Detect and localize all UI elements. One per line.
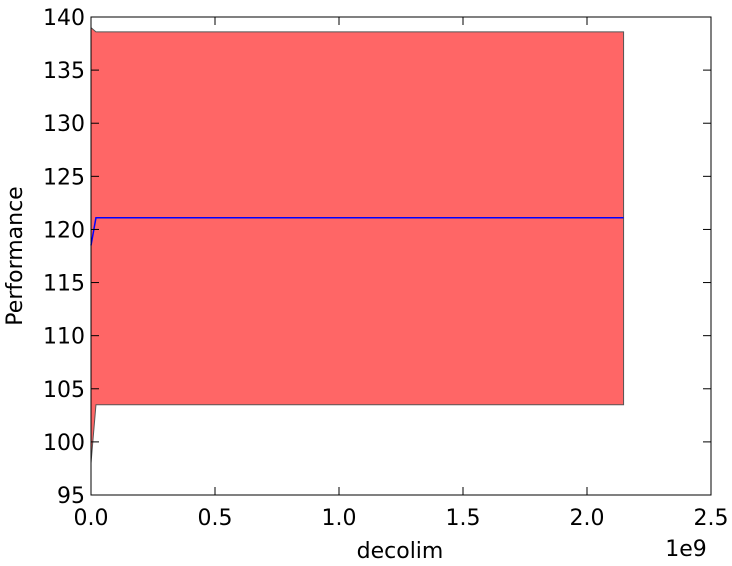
x-tick-label: 1.5 (446, 506, 481, 531)
y-axis-label: Performance (3, 186, 28, 325)
y-tick-label: 125 (43, 165, 85, 190)
y-tick-label: 110 (43, 325, 85, 350)
x-axis-label: decolim (357, 539, 444, 564)
x-tick-label: 2.0 (570, 506, 605, 531)
x-tick-label: 2.5 (694, 506, 729, 531)
y-tick-label: 105 (43, 378, 85, 403)
x-tick-label: 1.0 (322, 506, 357, 531)
x-offset-label: 1e9 (665, 537, 707, 562)
y-tick-label: 140 (43, 6, 85, 31)
band (90, 26, 625, 464)
y-tick-label: 120 (43, 218, 85, 243)
y-tick-label: 95 (57, 484, 85, 509)
plot-frame (90, 16, 712, 496)
y-tick-label: 130 (43, 112, 85, 137)
y-tick-label: 135 (43, 59, 85, 84)
y-tick-label: 115 (43, 272, 85, 297)
y-tick-label: 100 (43, 431, 85, 456)
x-tick-label: 0.5 (198, 506, 233, 531)
x-tick-label: 0.0 (74, 506, 109, 531)
line (90, 217, 624, 246)
